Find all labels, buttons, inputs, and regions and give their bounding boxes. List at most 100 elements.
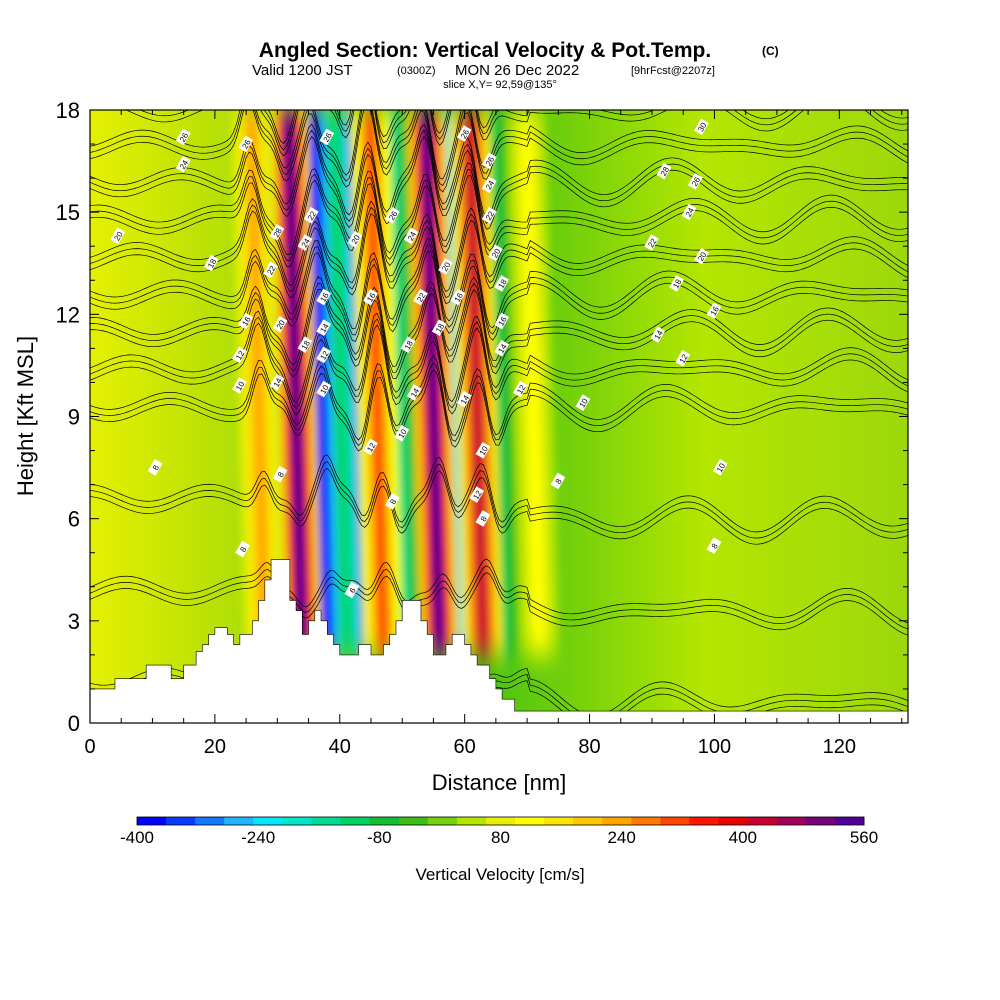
- contour-label: 20: [488, 244, 503, 262]
- contour-label-bg: [481, 152, 497, 170]
- contour-label: 22: [303, 207, 319, 224]
- contour-label-bg: [694, 247, 709, 265]
- contour-label-text: 8: [710, 542, 720, 551]
- contour-label: 26: [687, 172, 703, 190]
- x-tick-label: 120: [823, 736, 856, 758]
- contour-label-bg: [147, 459, 163, 476]
- contour-label-bg: [363, 288, 378, 306]
- colorbar-swatch: [369, 817, 400, 825]
- contour-label: 22: [481, 207, 497, 224]
- contour-label: 10: [316, 380, 332, 398]
- contour-label-bg: [475, 510, 491, 527]
- y-tick-label: 18: [56, 98, 80, 123]
- contour-label: 30: [694, 118, 709, 136]
- isentrope-line: [164, 110, 908, 144]
- x-tick-label: 40: [329, 736, 351, 758]
- x-tick-label: 20: [204, 736, 226, 758]
- contour-label: 26: [175, 128, 191, 146]
- contour-label: 8: [706, 537, 722, 554]
- contour-label: 8: [385, 493, 400, 510]
- contour-label: 10: [232, 377, 247, 394]
- contour-label-bg: [238, 135, 254, 153]
- contour-label: 20: [694, 247, 709, 265]
- x-tick-label: 100: [698, 736, 731, 758]
- isentrope-line: [90, 129, 908, 224]
- isentrope-line: [90, 565, 908, 630]
- contour-label: 18: [494, 275, 510, 292]
- isentrope-line: [90, 162, 908, 256]
- updraft-band: [268, 110, 323, 655]
- contour-label: 24: [403, 227, 419, 245]
- colorbar-swatch: [747, 817, 778, 825]
- contour-label-text: 8: [276, 470, 286, 479]
- contour-label: 24: [175, 155, 191, 173]
- colorbar-swatch: [398, 817, 429, 825]
- y-tick-label: 15: [56, 200, 80, 225]
- subtitle-utc: (0300Z): [397, 65, 436, 77]
- y-axis: 0 3 6 9 12 15 18: [56, 98, 908, 736]
- x-tick-label: 80: [578, 736, 600, 758]
- contour-label-bg: [272, 465, 288, 483]
- contour-label-bg: [675, 350, 691, 367]
- contour-label: 10: [575, 394, 591, 411]
- colorbar-swatch: [834, 817, 865, 825]
- contour-label-bg: [175, 155, 191, 173]
- isentrope-line: [90, 282, 908, 373]
- y-tick-label: 12: [56, 302, 80, 327]
- isentrope-line: [125, 110, 908, 157]
- contour-label: 20: [272, 315, 288, 333]
- contour-label: 28: [656, 162, 672, 180]
- contour-label: 22: [413, 288, 428, 306]
- isentrope-line: [90, 110, 908, 186]
- contour-label: 18: [669, 275, 684, 292]
- colorbar-label: Vertical Velocity [cm/s]: [415, 865, 584, 884]
- contour-label: 24: [481, 176, 497, 193]
- contour-label: 18: [297, 336, 313, 354]
- colorbar-swatch: [224, 817, 254, 825]
- contour-label: 26: [385, 207, 400, 224]
- isentrope-line: [90, 310, 908, 403]
- colorbar-tick-label: -80: [367, 828, 392, 847]
- contour-label-text: 8: [151, 463, 161, 472]
- contour-label: 16: [316, 288, 332, 306]
- colorbar-swatch: [573, 817, 603, 825]
- y-tick-label: 9: [68, 405, 80, 430]
- colorbar-swatch: [311, 817, 342, 825]
- contour-label-bg: [706, 537, 722, 554]
- contour-label-bg: [650, 326, 666, 343]
- updraft-core: [363, 110, 390, 655]
- contour-label-bg: [687, 172, 703, 190]
- terrain: [90, 559, 908, 723]
- updraft-core: [245, 110, 271, 655]
- contour-label: 10: [712, 459, 728, 476]
- contour-label-bg: [644, 234, 659, 251]
- colorbar-tick-label: 400: [729, 828, 757, 847]
- contour-label-bg: [385, 207, 400, 224]
- contour-label-bg: [316, 380, 332, 398]
- isentrope-line: [90, 276, 908, 368]
- contour-label-bg: [494, 312, 510, 330]
- isentrope-line: [90, 322, 908, 416]
- contour-label: 14: [406, 384, 422, 401]
- contour-label-bg: [110, 227, 126, 245]
- colorbar-swatch: [195, 817, 225, 825]
- contour-label: 12: [363, 438, 378, 456]
- contour-label-bg: [363, 438, 378, 456]
- colorbar-tick-label: 80: [491, 828, 510, 847]
- colorbar-swatch: [137, 817, 167, 825]
- contour-label-bg: [513, 380, 528, 398]
- contour-label: 12: [232, 346, 247, 364]
- downdraft-core: [307, 110, 334, 655]
- x-axis-label: Distance [nm]: [432, 770, 567, 795]
- contour-label-bg: [203, 254, 219, 272]
- y-tick-label: 6: [68, 507, 80, 532]
- contour-label-bg: [344, 581, 360, 599]
- isentrope-line: [90, 461, 908, 539]
- plot-area: 2624202618161210886882822201424221816141…: [90, 110, 908, 723]
- y-tick-label: 0: [68, 711, 80, 736]
- isentrope-line: [90, 467, 908, 545]
- contour-label: 24: [297, 234, 313, 251]
- contour-label: 16: [450, 288, 466, 306]
- contour-label-bg: [681, 203, 697, 221]
- contour-label-text: 8: [554, 477, 564, 486]
